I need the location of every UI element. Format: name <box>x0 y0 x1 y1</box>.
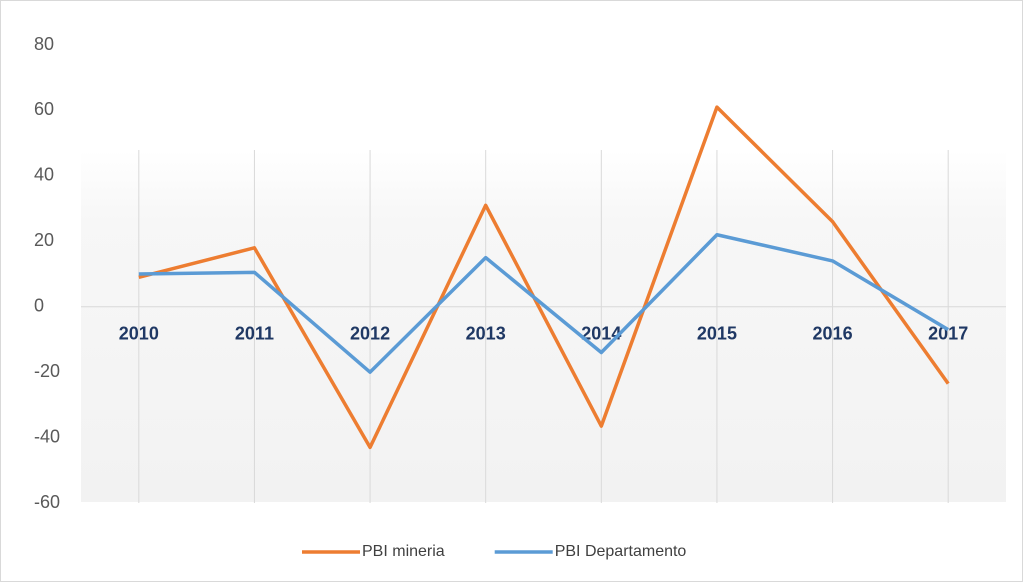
x-tick-label: 2015 <box>697 323 737 343</box>
legend-label: PBI mineria <box>362 543 445 560</box>
y-tick-label: 40 <box>34 165 54 185</box>
x-tick-label: 2014 <box>581 323 621 343</box>
y-tick-label: 60 <box>34 99 54 119</box>
x-tick-label: 2010 <box>119 323 159 343</box>
y-tick-label: -20 <box>34 361 60 381</box>
y-tick-label: 80 <box>34 34 54 54</box>
legend-label: PBI Departamento <box>555 543 687 560</box>
x-tick-label: 2012 <box>350 323 390 343</box>
y-tick-label: -40 <box>34 426 60 446</box>
x-tick-label: 2011 <box>235 323 274 343</box>
x-tick-label: 2013 <box>466 323 506 343</box>
y-tick-label: -60 <box>34 492 60 512</box>
series-line <box>138 232 950 374</box>
plot-background <box>81 150 1006 502</box>
y-tick-label: 0 <box>34 295 44 315</box>
x-tick-label: 2017 <box>928 323 968 343</box>
x-tick-label: 2016 <box>813 323 853 343</box>
series-line <box>138 105 950 450</box>
y-tick-label: 20 <box>34 230 54 250</box>
